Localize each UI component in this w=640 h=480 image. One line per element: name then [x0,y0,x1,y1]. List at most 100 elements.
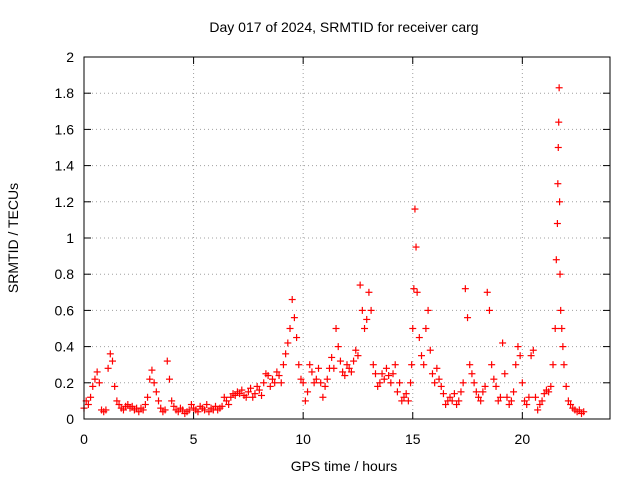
data-point [439,390,447,398]
data-point [124,401,132,409]
data-point [212,402,219,410]
data-point [437,382,445,390]
data-point [407,379,415,387]
data-point [481,382,489,390]
data-point [402,390,410,398]
data-point [523,401,531,409]
data-point [521,397,529,405]
data-point [155,397,163,405]
data-point [559,343,567,351]
data-point [119,406,127,414]
data-point [139,406,147,414]
data-point [301,397,309,405]
data-point [512,361,520,369]
data-point [108,357,116,365]
data-point [225,401,233,409]
data-point [404,397,412,405]
grid-lines [84,57,610,419]
data-point [367,306,375,314]
data-point [345,364,353,372]
data-point [323,375,331,383]
data-point [446,393,454,401]
data-point [477,397,485,405]
y-tick-label: 1 [66,230,74,246]
data-point [293,334,301,342]
data-point [141,401,149,409]
data-point [284,339,292,347]
data-point [453,401,461,409]
data-point [352,346,360,354]
data-point [408,361,416,369]
data-point [168,397,176,405]
data-point [442,401,450,409]
data-point [564,397,572,405]
y-tick-label: 0.2 [55,375,75,391]
data-point [531,393,539,401]
data-point [205,408,213,416]
data-point [277,379,285,387]
data-point [412,243,420,251]
data-point [247,384,255,392]
data-point [222,397,230,405]
data-point [369,361,377,369]
data-point [450,390,458,398]
data-point [485,306,493,314]
data-point [557,306,565,314]
data-point [507,397,515,405]
data-point [288,296,296,304]
data-point [317,379,325,387]
data-point [455,397,463,405]
data-point [220,393,228,401]
data-point [580,408,588,416]
data-point [525,393,533,401]
data-point [505,401,513,409]
data-point [554,180,562,188]
x-tick-label: 15 [405,431,421,447]
data-point [179,406,187,414]
data-point [93,368,101,376]
y-axis-title: SRMTID / TECUs [5,183,21,293]
data-point [534,406,542,414]
y-tick-label: 0.6 [55,302,75,318]
data-point [371,370,379,378]
data-point [396,379,404,387]
data-point [527,352,535,360]
data-point [385,372,393,380]
data-point [170,402,178,410]
data-point [271,379,279,387]
data-point [330,364,338,372]
data-point [551,325,559,332]
data-point [391,361,399,369]
data-point [466,361,474,369]
data-point [415,334,423,342]
data-point [556,270,564,278]
data-point [410,285,418,293]
data-point [389,370,397,378]
data-point [393,388,401,396]
axis-ticks: 00.20.40.60.811.21.41.61.820 5 10 15 20 [55,49,610,447]
data-point [89,382,97,390]
data-point [150,379,158,387]
data-point [264,372,272,380]
data-point [84,401,92,409]
data-point [503,393,511,401]
data-point [282,350,290,358]
data-point [380,375,388,383]
data-point [428,370,436,378]
data-point [413,288,421,296]
data-point [87,393,95,401]
y-tick-label: 0 [66,411,74,427]
data-point [431,379,439,387]
data-point [457,388,465,396]
data-point [483,288,491,296]
data-point [260,379,268,387]
data-point [255,386,263,394]
data-point [152,388,160,396]
data-point [343,361,351,369]
data-point [275,372,283,380]
data-point [409,325,417,332]
x-tick-label: 10 [295,431,311,447]
data-point [218,402,226,410]
data-point [464,314,472,322]
